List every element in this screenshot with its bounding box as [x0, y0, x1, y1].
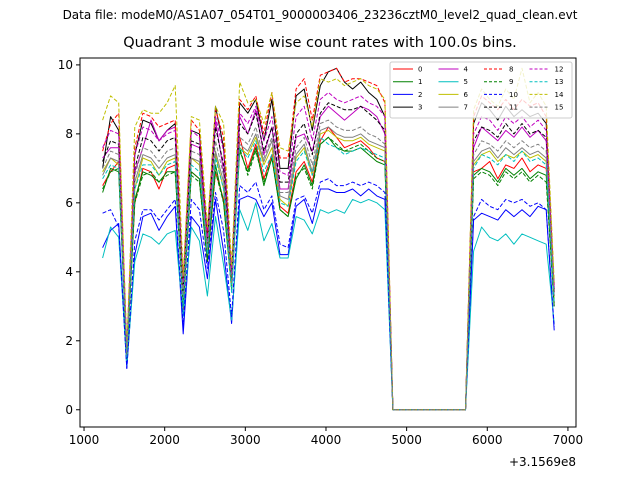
series-line-3	[102, 67, 555, 411]
series-layer	[102, 67, 555, 411]
series-line-0	[102, 126, 555, 411]
x-tick-label: 1000	[69, 433, 100, 447]
series-line-4	[102, 105, 555, 411]
axes-frame	[79, 57, 577, 428]
chart-title: Quadrant 3 module wise count rates with …	[123, 35, 517, 51]
legend-label-6: 6	[464, 91, 469, 99]
x-tick-label: 5000	[391, 433, 422, 447]
legend-label-2: 2	[418, 91, 422, 99]
x-tick-label: 4000	[311, 433, 342, 447]
y-axis: 0 2 4 6 8 10	[58, 58, 80, 417]
series-line-10	[102, 178, 555, 411]
x-axis: 1000 2000 3000 4000 5000 6000 7000	[69, 427, 583, 447]
legend-label-4: 4	[464, 66, 469, 74]
series-line-1	[102, 136, 555, 411]
series-line-7	[102, 126, 555, 411]
x-tick-label: 7000	[553, 433, 584, 447]
y-tick-label: 8	[65, 127, 73, 141]
x-tick-label: 6000	[472, 433, 503, 447]
legend-label-1: 1	[418, 78, 422, 86]
legend-label-10: 10	[509, 91, 518, 99]
legend-label-11: 11	[509, 104, 518, 112]
series-line-8	[102, 67, 555, 411]
series-line-6	[102, 129, 555, 411]
legend-label-7: 7	[464, 104, 468, 112]
legend-label-3: 3	[418, 104, 422, 112]
legend-box	[389, 61, 573, 119]
series-line-2	[102, 188, 555, 411]
legend-label-8: 8	[509, 66, 513, 74]
series-line-13	[102, 136, 555, 411]
y-tick-label: 4	[65, 265, 73, 279]
legend-label-5: 5	[464, 78, 468, 86]
y-tick-label: 6	[65, 196, 73, 210]
legend-label-0: 0	[418, 66, 422, 74]
legend-label-15: 15	[555, 104, 564, 112]
x-offset-label: +3.1569e8	[509, 455, 576, 469]
legend-label-12: 12	[555, 66, 564, 74]
x-tick-label: 2000	[149, 433, 180, 447]
series-line-5	[102, 198, 555, 411]
series-line-15	[102, 119, 555, 411]
y-tick-label: 2	[65, 334, 73, 348]
legend-label-14: 14	[555, 91, 564, 99]
y-tick-label: 10	[58, 58, 73, 72]
series-line-14	[102, 67, 555, 411]
legend-label-9: 9	[509, 78, 513, 86]
series-line-12	[102, 92, 555, 411]
series-line-9	[102, 136, 555, 411]
x-tick-label: 3000	[230, 433, 261, 447]
legend-label-13: 13	[555, 78, 564, 86]
y-tick-label: 0	[65, 403, 73, 417]
figure-suptitle: Data file: modeM0/AS1A07_054T01_90000034…	[62, 8, 578, 22]
